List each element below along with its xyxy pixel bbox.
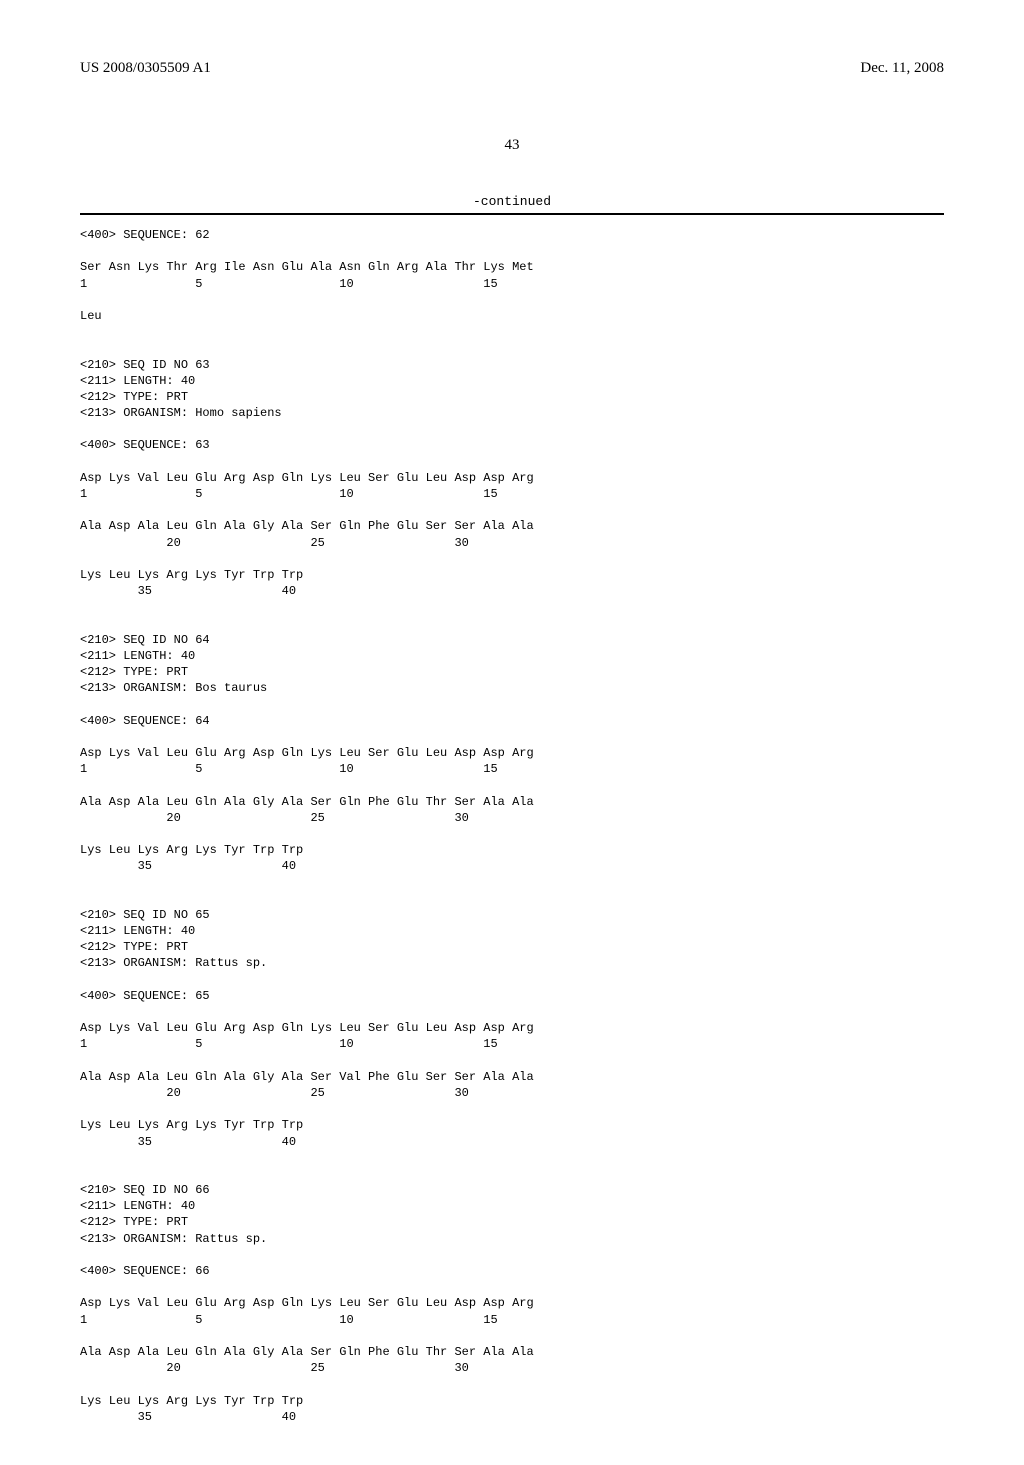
page-container: US 2008/0305509 A1 Dec. 11, 2008 43 -con… <box>0 0 1024 1465</box>
sequence-listing: <400> SEQUENCE: 62 Ser Asn Lys Thr Arg I… <box>80 227 944 1425</box>
continued-label: -continued <box>80 194 944 209</box>
page-header: US 2008/0305509 A1 Dec. 11, 2008 <box>80 60 944 77</box>
page-number: 43 <box>80 137 944 154</box>
publication-date: Dec. 11, 2008 <box>860 60 944 77</box>
publication-number: US 2008/0305509 A1 <box>80 60 211 77</box>
divider <box>80 213 944 215</box>
